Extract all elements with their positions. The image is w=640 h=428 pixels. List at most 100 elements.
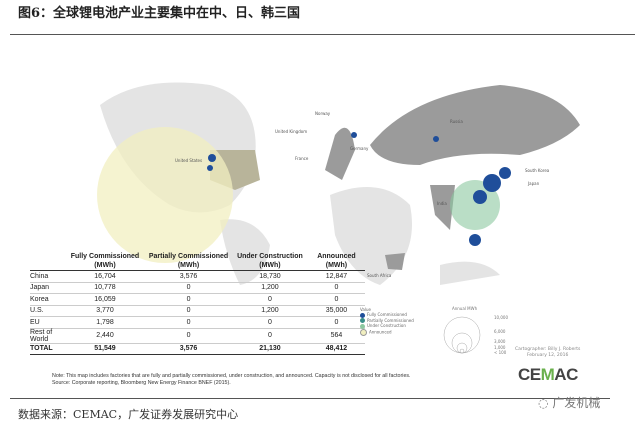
capacity-table: Fully Commissioned (MWh) Partially Commi… bbox=[30, 252, 365, 355]
table-cell: 21,130 bbox=[231, 342, 308, 355]
label-germany: Germany bbox=[350, 146, 369, 151]
table-cell: 16,704 bbox=[64, 270, 146, 283]
marker bbox=[208, 154, 216, 162]
table-cell: China bbox=[30, 270, 65, 283]
cartographer-credit: Cartographer: Billy J. Roberts February … bbox=[515, 347, 580, 359]
table-row: Korea 16,059 0 0 0 bbox=[30, 293, 365, 306]
legend-title: Value bbox=[360, 307, 371, 312]
marker bbox=[207, 165, 213, 171]
map-date: February 12, 2016 bbox=[526, 353, 569, 358]
india bbox=[430, 185, 455, 230]
table-cell: EU bbox=[30, 316, 65, 329]
legend-item: Partially Commissioned bbox=[360, 318, 414, 323]
table-cell: 0 bbox=[307, 282, 365, 294]
factory-markers bbox=[207, 132, 511, 246]
table-cell: Rest of World bbox=[30, 328, 65, 344]
size-circle bbox=[459, 348, 465, 354]
australia bbox=[440, 261, 500, 285]
table-cell: 51,549 bbox=[64, 342, 146, 355]
label-south-korea: South Korea bbox=[525, 168, 550, 173]
total-row: TOTAL 51,549 3,576 21,130 48,412 bbox=[30, 342, 365, 355]
size-legend-title: Annual MWh bbox=[452, 306, 478, 311]
legend-item: Announced bbox=[360, 328, 414, 336]
table-cell: 18,730 bbox=[231, 270, 308, 283]
label-uk: United Kingdom bbox=[275, 129, 307, 134]
table-cell: TOTAL bbox=[30, 342, 65, 355]
fully-commissioned-swatch-icon bbox=[360, 312, 365, 318]
partially-commissioned-swatch-icon bbox=[360, 318, 365, 323]
table-cell: 1,200 bbox=[231, 282, 308, 294]
label-japan: Japan bbox=[527, 181, 540, 186]
label-norway: Norway bbox=[315, 111, 331, 116]
size-label: 1,000 bbox=[494, 345, 506, 350]
marker bbox=[499, 167, 511, 179]
table-cell: 0 bbox=[145, 282, 232, 294]
china-under-construction-bubble bbox=[450, 180, 500, 230]
table-cell: 3,576 bbox=[145, 270, 232, 283]
table-row: U.S. 3,770 0 1,200 35,000 bbox=[30, 305, 365, 317]
marker bbox=[351, 132, 357, 138]
wechat-watermark: ◌ 广发机械 bbox=[538, 396, 601, 410]
legend: Value Fully Commissioned Partially Commi… bbox=[360, 307, 414, 336]
marker bbox=[433, 136, 439, 142]
source-divider bbox=[10, 398, 610, 399]
col-header: Announced (MWh) bbox=[307, 252, 365, 271]
table-cell: 1,798 bbox=[64, 316, 146, 329]
col-header: Under Construction (MWh) bbox=[231, 252, 308, 271]
figure-title: 图6：全球锂电池产业主要集中在中、日、韩三国 bbox=[18, 6, 301, 21]
table-cell: 0 bbox=[145, 305, 232, 317]
south-africa bbox=[385, 253, 405, 270]
world-map: United States Norway United Kingdom Fran… bbox=[97, 82, 580, 285]
cartographer-name: Cartographer: Billy J. Roberts bbox=[515, 347, 581, 352]
label-france: France bbox=[295, 156, 309, 161]
size-circle bbox=[456, 342, 468, 354]
label-south-africa: South Africa bbox=[367, 273, 392, 278]
size-label: 3,000 bbox=[494, 339, 506, 344]
table-row: China 16,704 3,576 18,730 12,847 bbox=[30, 270, 365, 283]
label-india: India bbox=[437, 201, 447, 206]
russia bbox=[370, 85, 580, 165]
marker bbox=[483, 174, 501, 192]
table-cell: 2,440 bbox=[64, 328, 146, 344]
size-label: 10,000 bbox=[494, 315, 508, 320]
marker bbox=[469, 234, 481, 246]
table-cell: 3,576 bbox=[145, 342, 232, 355]
table-cell: Japan bbox=[30, 282, 65, 294]
table-row: Rest of World 2,440 0 0 564 bbox=[30, 328, 365, 344]
label-russia: Russia bbox=[450, 119, 463, 124]
col-header bbox=[30, 252, 65, 271]
table-cell: 16,059 bbox=[64, 293, 146, 306]
size-label: < 100 bbox=[494, 350, 507, 355]
announced-swatch-icon bbox=[360, 328, 367, 336]
note-text: Note: This map includes factories that a… bbox=[52, 373, 411, 379]
table-cell: Korea bbox=[30, 293, 65, 306]
note-source: Source: Corporate reporting, Bloomberg N… bbox=[52, 380, 231, 386]
cemac-logo: CEMAC bbox=[518, 365, 578, 384]
us-announced-bubble bbox=[97, 127, 233, 263]
col-header: Partially Commissioned (MWh) bbox=[145, 252, 232, 271]
size-circle bbox=[443, 316, 481, 354]
table-cell: 3,770 bbox=[64, 305, 146, 317]
data-source: 数据来源：CEMAC，广发证券发展研究中心 bbox=[18, 408, 239, 421]
title-divider bbox=[10, 34, 635, 35]
legend-item: Fully Commissioned bbox=[360, 312, 414, 318]
legend-item: Under Construction bbox=[360, 323, 414, 329]
wechat-icon: ◌ bbox=[538, 396, 549, 410]
label-united-states: United States bbox=[175, 158, 202, 163]
table-row: EU 1,798 0 0 0 bbox=[30, 316, 365, 329]
table-cell: 10,778 bbox=[64, 282, 146, 294]
table-cell: 0 bbox=[307, 293, 365, 306]
table-cell: 0 bbox=[145, 316, 232, 329]
table-cell: 0 bbox=[231, 293, 308, 306]
size-legend: Annual MWh 10,000 6,000 3,000 1,000 < 10… bbox=[443, 306, 508, 355]
table-cell: 1,200 bbox=[231, 305, 308, 317]
table-cell: 0 bbox=[145, 328, 232, 344]
table-cell: 0 bbox=[231, 328, 308, 344]
under-construction-swatch-icon bbox=[360, 323, 365, 329]
table-cell: 12,847 bbox=[307, 270, 365, 283]
col-header: Fully Commissioned (MWh) bbox=[64, 252, 146, 271]
table-cell: 0 bbox=[231, 316, 308, 329]
marker bbox=[473, 190, 487, 204]
table-cell: 48,412 bbox=[307, 342, 365, 355]
table-cell: 0 bbox=[307, 316, 365, 329]
